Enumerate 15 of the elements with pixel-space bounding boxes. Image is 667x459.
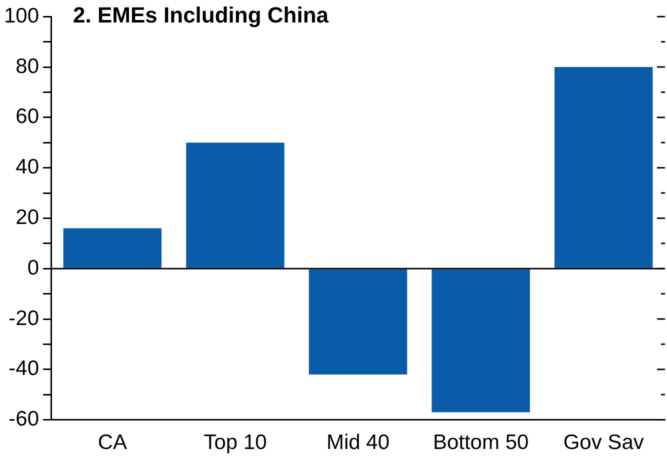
y-tick-label: 100: [4, 4, 40, 28]
y-tick-label: -40: [8, 357, 40, 380]
y-tick-label: -20: [8, 306, 40, 330]
y-tick-label: 80: [16, 54, 40, 78]
x-tick-label: Mid 40: [326, 431, 390, 454]
x-tick-label: Gov Sav: [563, 431, 644, 454]
y-tick-label: -60: [8, 408, 40, 431]
y-tick-label: 0: [27, 256, 40, 280]
x-tick-label: Bottom 50: [432, 431, 529, 454]
y-tick-label: 20: [16, 206, 40, 229]
y-tick-label: 60: [16, 105, 40, 128]
chart-title: 2. EMEs Including China: [73, 2, 330, 28]
x-tick-label: CA: [98, 431, 128, 454]
x-tick-label: Top 10: [204, 431, 267, 454]
y-tick-label: 40: [16, 156, 40, 179]
